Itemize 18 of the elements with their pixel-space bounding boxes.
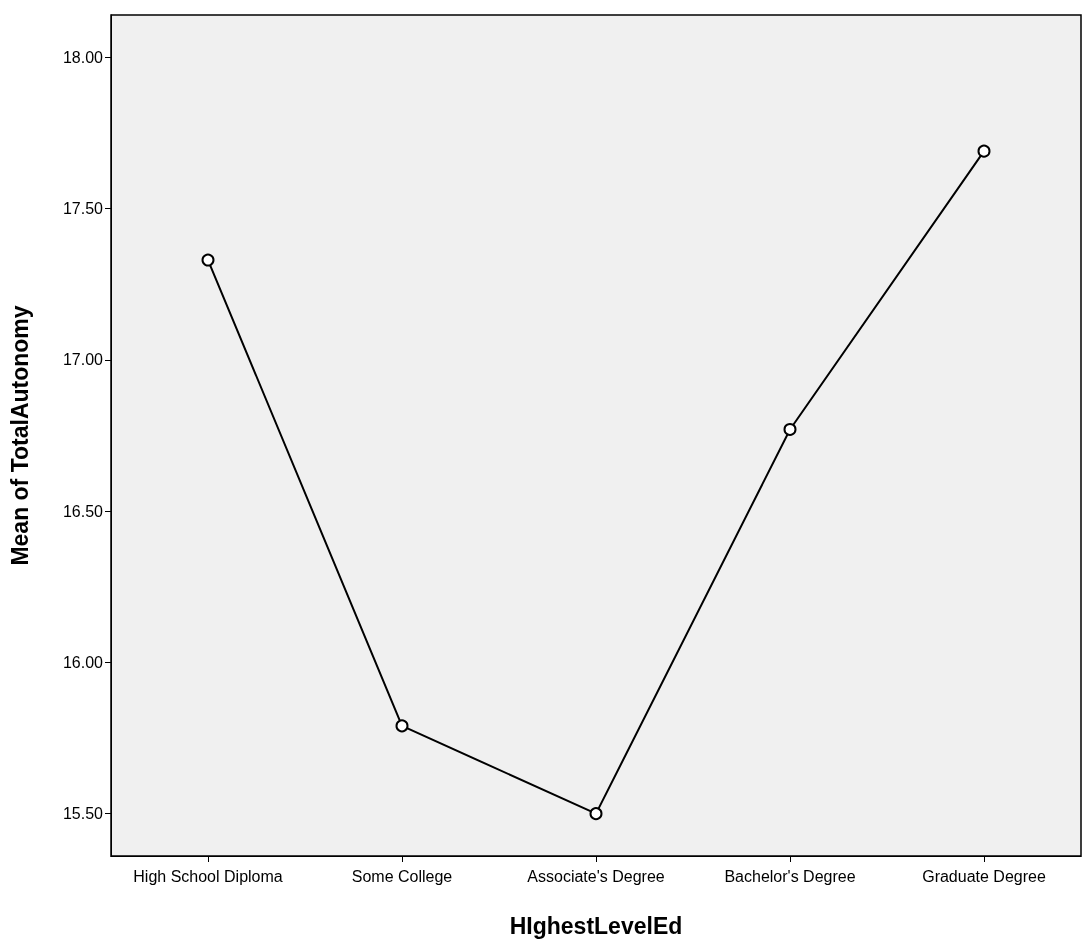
point bbox=[201, 253, 215, 267]
y-tick-label: 17.50 bbox=[62, 200, 104, 218]
point bbox=[589, 807, 603, 821]
point bbox=[783, 422, 797, 436]
y-axis-title: Mean of TotalAutonomy bbox=[6, 305, 33, 566]
x-tick-label: Associate's Degree bbox=[527, 867, 665, 885]
x-tick-label: High School Diploma bbox=[133, 867, 283, 885]
y-tick-label: 17.00 bbox=[62, 351, 104, 369]
y-tick-label: 16.00 bbox=[62, 653, 104, 671]
x-tick-label: Graduate Degree bbox=[922, 867, 1046, 885]
x-tick-label: Some College bbox=[351, 867, 453, 885]
y-tick-label: 15.50 bbox=[62, 805, 104, 823]
x-tick-label: Bachelor's Degree bbox=[724, 867, 856, 885]
y-tick-label: 18.00 bbox=[62, 48, 104, 66]
point bbox=[977, 144, 991, 158]
y-tick-label: 16.50 bbox=[62, 502, 104, 520]
x-axis-title: HIghestLevelEd bbox=[509, 912, 683, 939]
point bbox=[395, 719, 409, 733]
